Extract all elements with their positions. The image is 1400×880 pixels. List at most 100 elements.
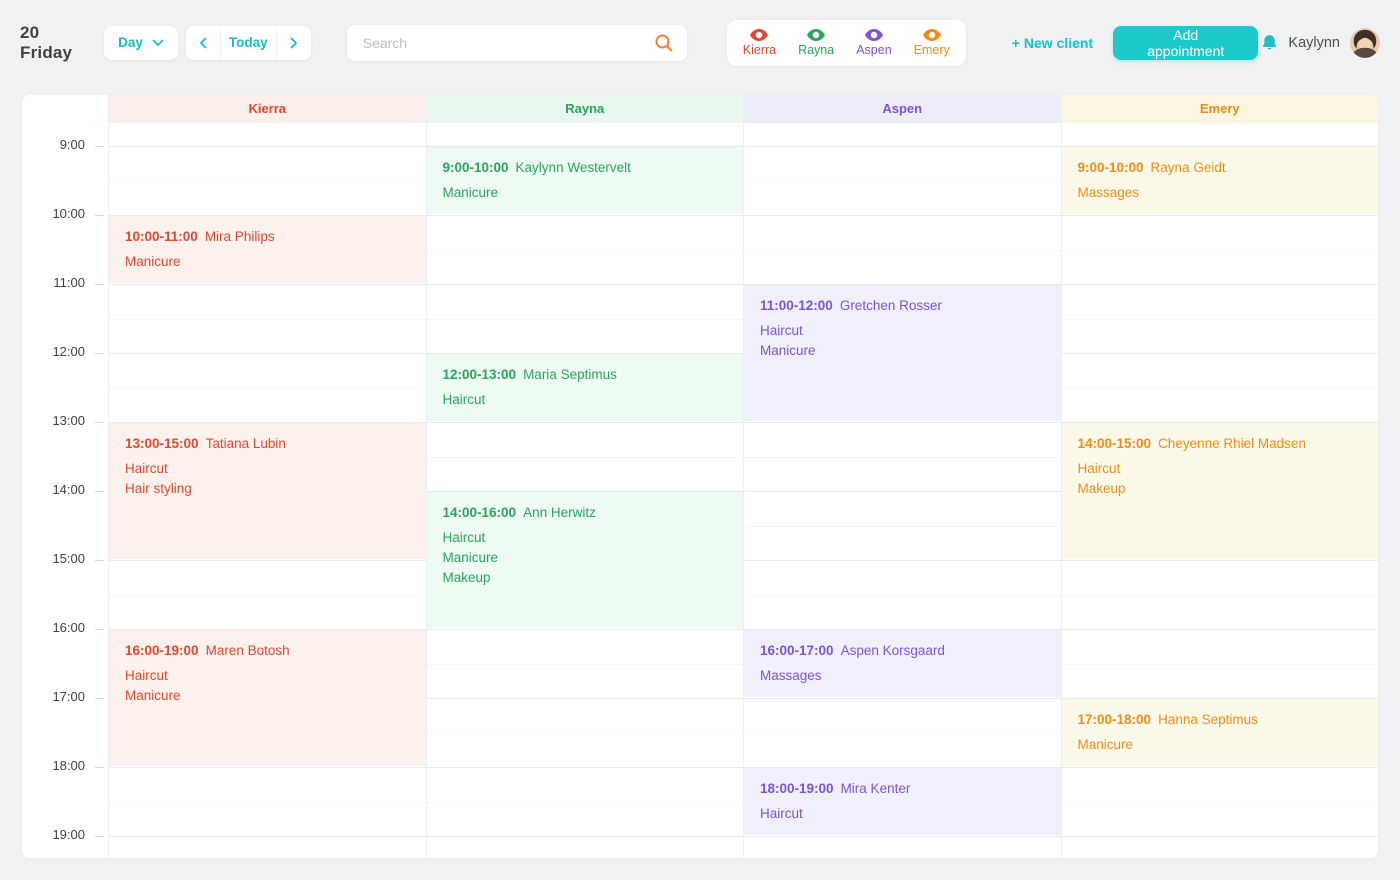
appointment[interactable]: 16:00-19:00 Maren Botosh Haircut Manicure — [109, 630, 426, 766]
half-hour-gridline — [1061, 594, 1378, 596]
appointment[interactable]: 16:00-17:00 Aspen Korsgaard Massages — [744, 630, 1061, 697]
user-cluster: Kaylynn — [1258, 27, 1380, 58]
hour-gridline — [1061, 698, 1378, 699]
hour-gridline — [426, 146, 743, 147]
appointment[interactable]: 10:00-11:00 Mira Philips Manicure — [109, 216, 426, 283]
staff-column-kierra: Kierra 10:00-11:00 Mira Philips Manicure 13:… — [108, 95, 426, 858]
appointment-time: 16:00-17:00 — [760, 643, 834, 658]
next-day-button[interactable] — [276, 25, 311, 60]
hour-gridline — [426, 491, 743, 492]
appointment[interactable]: 17:00-18:00 Hanna Septimus Manicure — [1061, 699, 1378, 766]
notifications-button[interactable] — [1258, 31, 1281, 55]
hour-tick — [95, 836, 104, 837]
staff-filter-aspen[interactable]: Aspen — [856, 28, 892, 57]
hour-gridline — [1061, 629, 1378, 630]
column-grid[interactable]: 9:00-10:00 Rayna Geidt Massages 14:00-15:00… — [1061, 123, 1378, 858]
column-header: Aspen — [744, 95, 1061, 123]
time-label: 9:00 — [59, 137, 85, 152]
staff-filter-rayna[interactable]: Rayna — [798, 28, 834, 57]
search-icon[interactable] — [654, 33, 674, 53]
appointment[interactable]: 14:00-16:00 Ann Herwitz Haircut Manicure Mak… — [426, 492, 743, 628]
appointment-service: Manicure — [442, 185, 499, 200]
hour-gridline — [1061, 353, 1378, 354]
hour-tick — [95, 698, 104, 699]
hour-gridline — [426, 767, 743, 768]
appointment-service: Manicure — [760, 343, 816, 358]
appointment[interactable]: 13:00-15:00 Tatiana Lubin Haircut Hair styl… — [109, 423, 426, 559]
appointment-service: Haircut — [1077, 461, 1121, 476]
hour-gridline — [1061, 836, 1378, 837]
appointment[interactable]: 11:00-12:00 Gretchen Rosser Haircut Manicur… — [744, 285, 1061, 421]
eye-visibility-icon — [807, 28, 826, 41]
time-label: 12:00 — [52, 344, 85, 359]
hour-gridline — [1061, 215, 1378, 216]
time-label: 10:00 — [52, 206, 85, 221]
appointment-service: Manicure — [442, 550, 499, 565]
search-bar — [346, 24, 687, 61]
time-label: 19:00 — [52, 827, 85, 842]
avatar-photo-icon — [1350, 27, 1380, 58]
hour-tick — [95, 146, 104, 147]
appointment-time: 16:00-19:00 — [125, 643, 199, 658]
appointment[interactable]: 9:00-10:00 Rayna Geidt Massages — [1061, 147, 1378, 214]
half-hour-gridline — [426, 249, 743, 251]
half-hour-gridline — [744, 180, 1061, 182]
eye-visibility-icon — [750, 28, 769, 41]
appointment-time: 9:00-10:00 — [442, 160, 509, 175]
search-input[interactable] — [346, 24, 687, 61]
time-label: 16:00 — [52, 620, 85, 635]
appointment-client: Maria Septimus — [523, 367, 617, 382]
column-grid[interactable]: 9:00-10:00 Kaylynn Westervelt Manicure 12:0… — [426, 123, 743, 858]
staff-column-aspen: Aspen 11:00-12:00 Gretchen Rosser Haircut Ma… — [743, 95, 1061, 858]
hour-gridline — [744, 491, 1061, 492]
user-avatar[interactable] — [1350, 27, 1380, 58]
hour-tick — [95, 560, 104, 561]
appointment-service: Manicure — [125, 688, 181, 703]
hour-gridline — [744, 629, 1061, 630]
hour-gridline — [109, 215, 426, 216]
hour-gridline — [744, 836, 1061, 837]
view-mode-dropdown[interactable]: Day — [104, 25, 178, 60]
half-hour-gridline — [744, 249, 1061, 251]
new-client-button[interactable]: + New client — [1011, 34, 1094, 51]
hour-gridline — [109, 353, 426, 354]
column-header: Rayna — [426, 95, 743, 123]
staff-filter-label: Emery — [913, 42, 950, 57]
column-grid[interactable]: 10:00-11:00 Mira Philips Manicure 13:00-15:… — [109, 123, 426, 858]
appointment[interactable]: 9:00-10:00 Kaylynn Westervelt Manicure — [426, 147, 743, 214]
hour-gridline — [1061, 767, 1378, 768]
hour-gridline — [744, 215, 1061, 216]
hour-gridline — [744, 698, 1061, 699]
appointment-client: Gretchen Rosser — [839, 298, 942, 313]
staff-filter-emery[interactable]: Emery — [913, 28, 950, 57]
eye-visibility-icon — [922, 28, 941, 41]
today-button[interactable]: Today — [219, 25, 277, 60]
appointment-time: 14:00-16:00 — [442, 505, 517, 520]
appointment-title: 10:00-11:00 Mira Philips — [125, 229, 410, 244]
appointment-service: Haircut — [125, 461, 168, 476]
appointment[interactable]: 18:00-19:00 Mira Kenter Haircut — [744, 768, 1061, 835]
half-hour-gridline — [744, 732, 1061, 734]
appointment-service: Hair styling — [125, 481, 192, 496]
appointment-time: 12:00-13:00 — [442, 367, 517, 382]
appointment-title: 17:00-18:00 Hanna Septimus — [1078, 712, 1363, 727]
time-label: 14:00 — [52, 482, 85, 497]
time-label: 18:00 — [52, 758, 85, 773]
half-hour-gridline — [426, 318, 743, 320]
hour-tick — [95, 422, 104, 423]
appointment-time: 9:00-10:00 — [1077, 160, 1144, 175]
hour-gridline — [426, 422, 743, 423]
add-appointment-button[interactable]: Add appointment — [1113, 25, 1259, 60]
half-hour-gridline — [1061, 249, 1378, 251]
staff-column-rayna: Rayna 9:00-10:00 Kaylynn Westervelt Manicur… — [425, 95, 743, 858]
staff-filter-kierra[interactable]: Kierra — [743, 28, 776, 57]
appointment-service: Haircut — [125, 668, 168, 683]
appointment-title: 16:00-19:00 Maren Botosh — [125, 643, 410, 658]
half-hour-gridline — [109, 180, 426, 182]
column-grid[interactable]: 11:00-12:00 Gretchen Rosser Haircut Manicur… — [744, 123, 1061, 858]
appointment-service: Makeup — [442, 570, 491, 585]
appointment[interactable]: 12:00-13:00 Maria Septimus Haircut — [426, 354, 743, 421]
hour-gridline — [426, 629, 743, 630]
appointment[interactable]: 14:00-15:00 Cheyenne Rhiel Madsen Haircut M… — [1061, 423, 1378, 559]
prev-day-button[interactable] — [185, 25, 220, 60]
